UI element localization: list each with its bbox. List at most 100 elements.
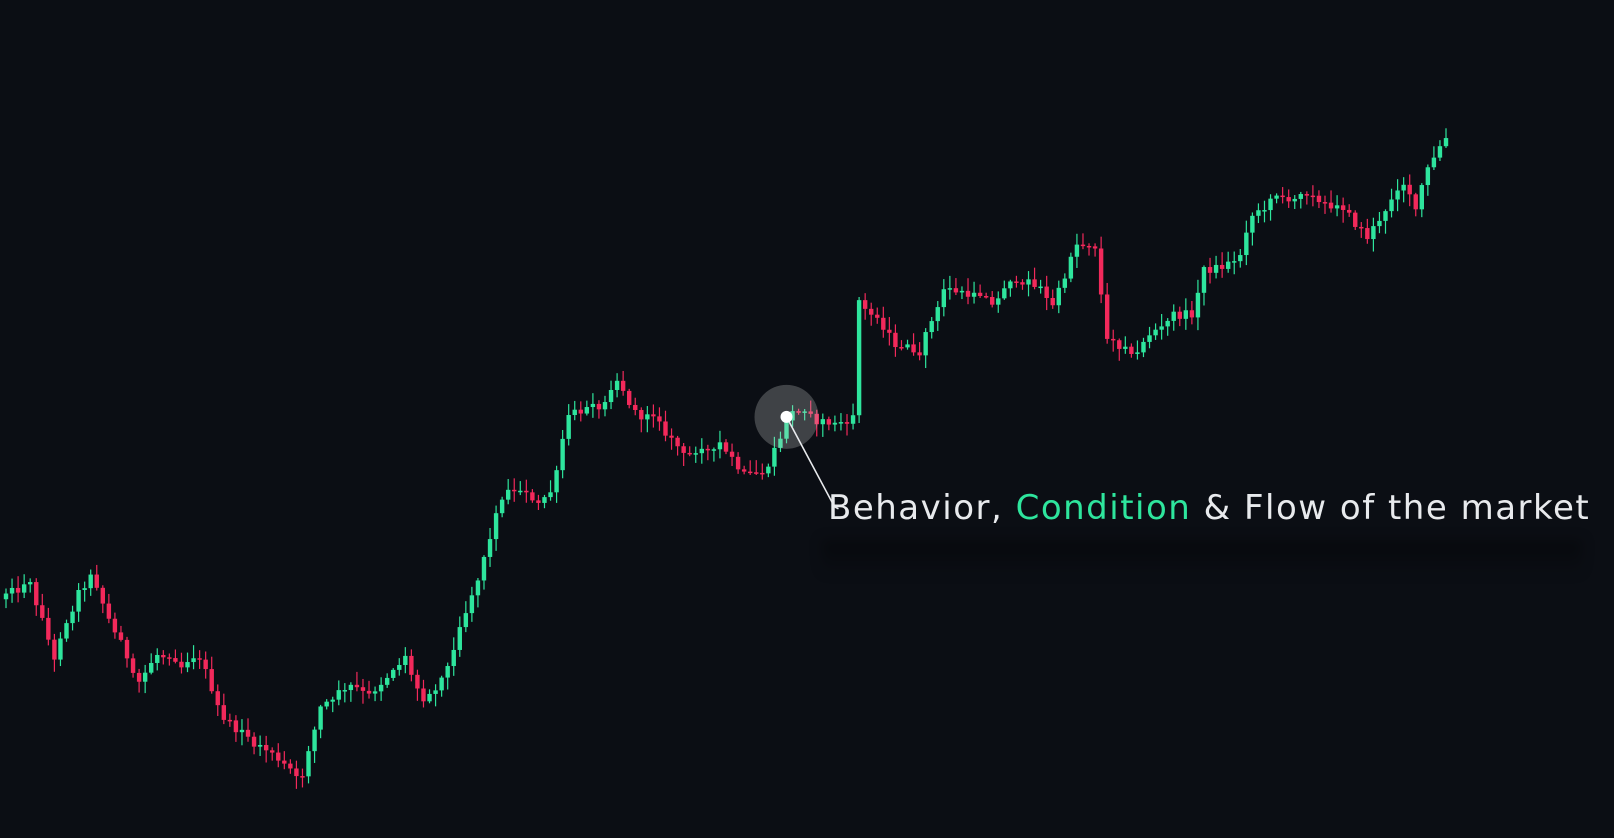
candle-body	[772, 447, 777, 467]
candle-body	[850, 415, 856, 424]
candle-body	[300, 776, 305, 778]
candle-body	[1147, 335, 1152, 342]
candles-group	[3, 128, 1449, 789]
candle-body	[15, 587, 21, 593]
candle-body	[203, 659, 208, 670]
candle-body	[651, 414, 656, 417]
candle-body	[106, 603, 112, 619]
candle-body	[100, 587, 106, 604]
candle-body	[1092, 246, 1098, 249]
candle-body	[233, 720, 239, 733]
candle-body	[403, 655, 408, 666]
candle-body	[524, 490, 529, 493]
candle-body	[971, 292, 977, 297]
candle-body	[118, 632, 124, 640]
candle-body	[318, 706, 323, 730]
candle-body	[693, 453, 698, 455]
candle-body	[1056, 287, 1061, 306]
candle-body	[1407, 184, 1412, 195]
candle-body	[1135, 352, 1140, 354]
candle-body	[675, 437, 680, 447]
candle-body	[1207, 267, 1213, 273]
candle-body	[1201, 267, 1207, 293]
candle-body	[58, 638, 63, 660]
candle-body	[1117, 340, 1122, 349]
annotation-shadow	[822, 540, 1582, 576]
candle-body	[161, 654, 166, 658]
candle-body	[1256, 210, 1261, 216]
candle-body	[1292, 198, 1297, 202]
candle-body	[875, 314, 880, 318]
candle-body	[1232, 261, 1237, 263]
candle-body	[1026, 279, 1031, 285]
candle-body	[366, 690, 372, 694]
candle-body	[996, 298, 1001, 305]
candle-body	[191, 658, 196, 663]
candle-body	[1437, 146, 1443, 158]
candle-body	[1141, 341, 1146, 353]
candle-body	[439, 677, 444, 691]
candle-body	[911, 344, 916, 353]
candle-body	[469, 595, 475, 614]
candle-body	[838, 422, 844, 424]
candle-body	[1050, 297, 1055, 306]
candle-body	[1159, 326, 1164, 330]
candle-body	[1104, 294, 1110, 339]
candle-body	[669, 435, 674, 438]
candle-body	[820, 419, 826, 425]
candle-body	[312, 729, 317, 752]
candle-body	[1383, 211, 1388, 221]
candle-body	[935, 307, 940, 322]
candle-body	[1213, 264, 1219, 273]
candle-body	[917, 352, 922, 356]
candle-body	[560, 438, 565, 471]
candle-body	[457, 627, 462, 650]
candle-body	[1268, 198, 1273, 211]
candle-body	[1346, 209, 1352, 213]
candle-body	[887, 329, 892, 333]
candle-body	[1274, 195, 1279, 199]
candle-body	[723, 442, 729, 452]
candle-body	[257, 744, 263, 747]
candle-body	[221, 705, 227, 720]
candle-body	[64, 623, 69, 639]
candle-body	[959, 290, 965, 293]
candle-body	[633, 404, 638, 411]
candle-body	[348, 684, 354, 691]
annotation-text: Behavior, Condition & Flow of the market	[828, 488, 1590, 528]
candle-body	[487, 539, 493, 557]
candle-body	[1298, 194, 1303, 199]
candle-body	[251, 736, 257, 747]
candle-body	[548, 492, 553, 498]
candle-body	[1238, 255, 1243, 262]
candle-body	[124, 639, 130, 659]
candle-body	[173, 658, 178, 662]
candle-body	[881, 317, 886, 330]
candle-body	[276, 752, 281, 761]
candle-body	[741, 469, 747, 472]
candle-body	[372, 691, 378, 694]
candle-body	[542, 497, 547, 503]
candle-body	[433, 690, 438, 694]
candle-body	[1401, 184, 1406, 191]
candle-body	[1389, 199, 1394, 212]
candle-body	[9, 587, 15, 594]
candle-body	[451, 649, 456, 667]
candle-body	[923, 332, 928, 356]
candle-body	[1074, 244, 1080, 257]
candle-body	[1098, 248, 1104, 295]
candle-body	[983, 296, 989, 298]
candle-body	[1419, 185, 1424, 210]
candle-body	[578, 409, 583, 414]
candle-body	[790, 411, 795, 421]
candle-body	[1068, 256, 1074, 279]
candle-body	[505, 489, 511, 500]
candle-body	[1250, 215, 1255, 233]
candle-body	[1359, 226, 1364, 229]
candle-body	[391, 669, 396, 678]
candle-body	[1280, 195, 1285, 198]
annotation-pointer	[754, 384, 839, 510]
candle-body	[808, 411, 813, 414]
candle-body	[179, 661, 184, 668]
